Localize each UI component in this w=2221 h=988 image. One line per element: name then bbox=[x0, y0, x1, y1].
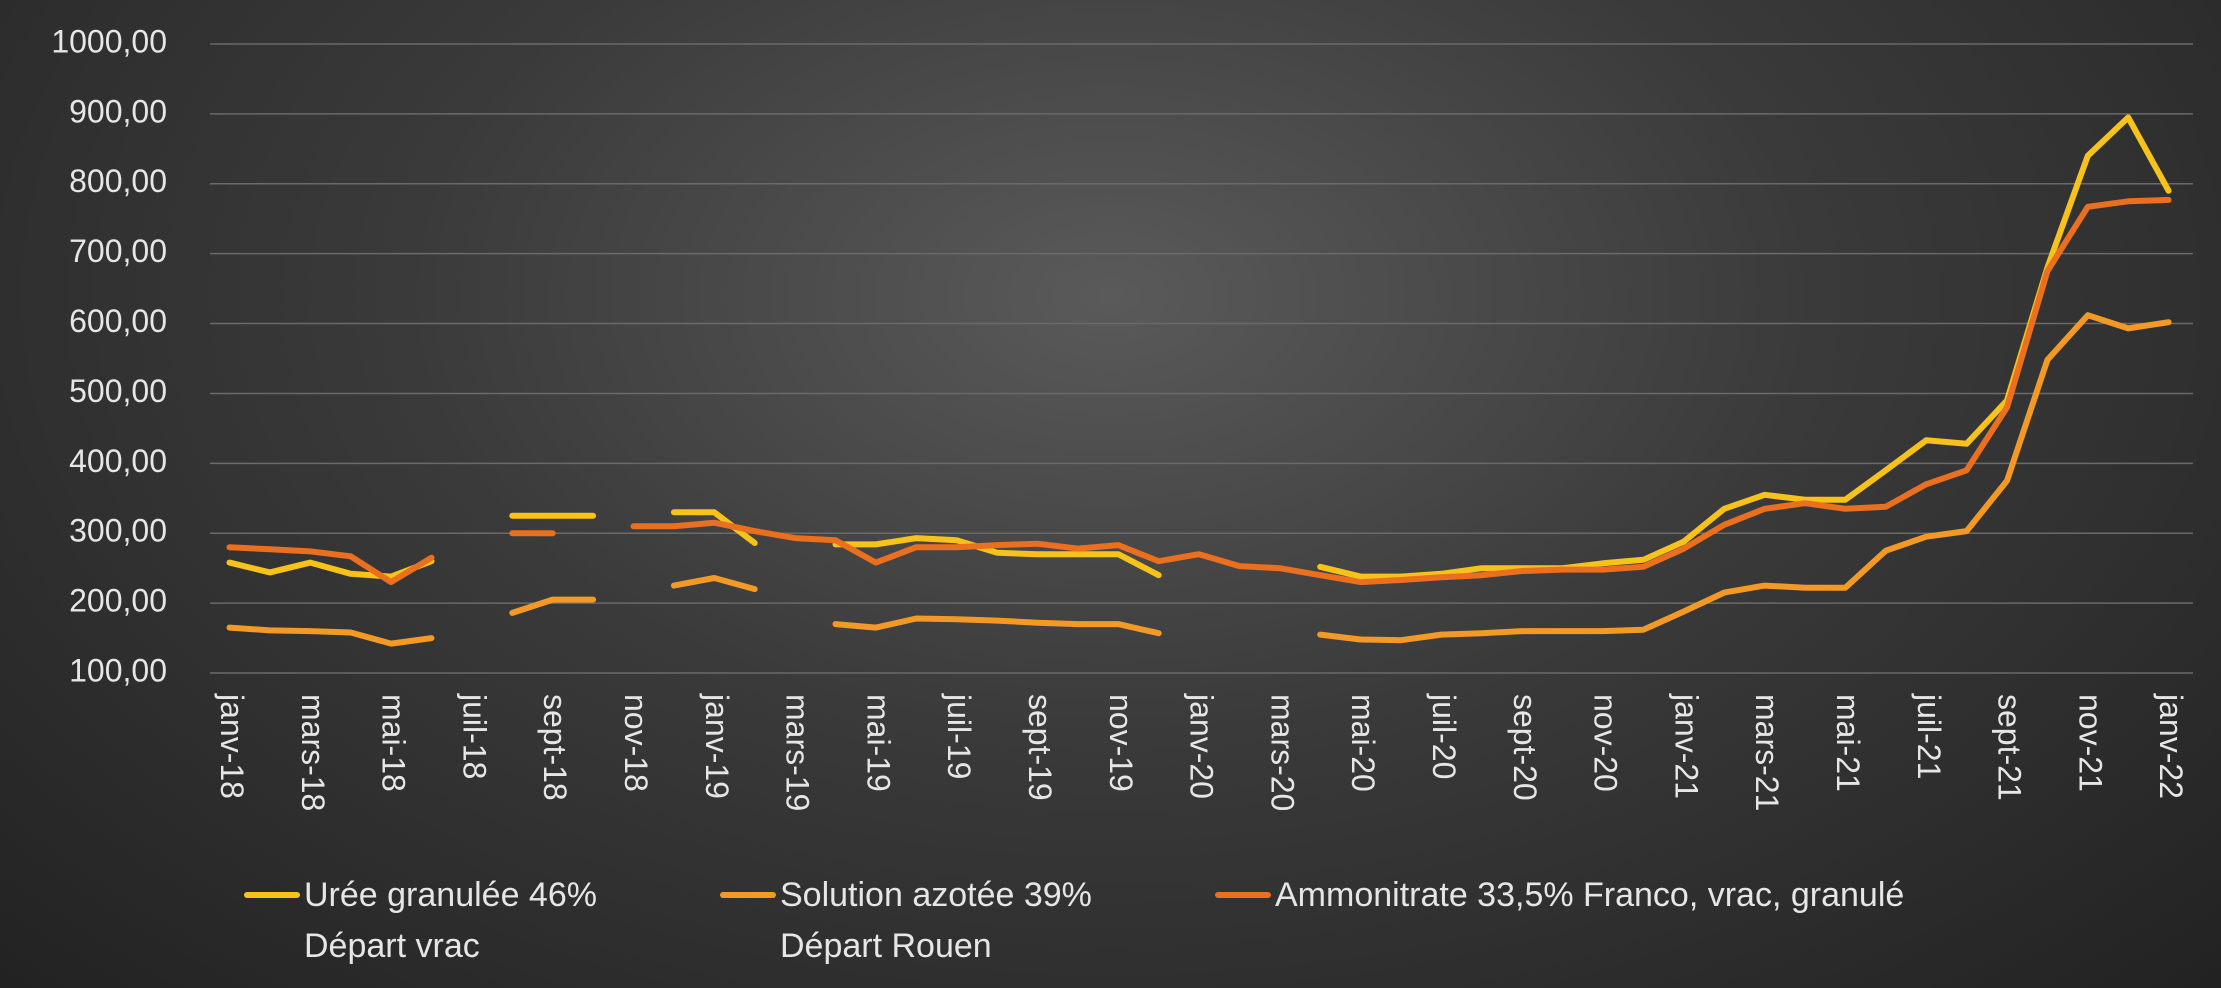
legend-swatch bbox=[244, 892, 300, 898]
y-tick-label: 500,00 bbox=[69, 373, 167, 409]
y-tick-label: 700,00 bbox=[69, 233, 167, 269]
legend: Urée granulée 46% Départ vrac Solution az… bbox=[0, 870, 2221, 980]
legend-swatch bbox=[720, 892, 776, 898]
x-tick-label: juil-21 bbox=[1911, 693, 1947, 779]
x-tick-label: nov-18 bbox=[618, 694, 654, 792]
x-tick-label: mai-19 bbox=[860, 694, 896, 792]
series-line bbox=[226, 114, 2172, 580]
x-tick-label: mars-19 bbox=[780, 694, 816, 811]
x-tick-label: nov-21 bbox=[2072, 694, 2108, 792]
legend-label: Solution azotée 39% Départ Rouen bbox=[780, 876, 1092, 965]
y-tick-label: 300,00 bbox=[69, 513, 167, 549]
x-tick-label: janv-19 bbox=[699, 693, 735, 799]
x-tick-label: mai-20 bbox=[1345, 694, 1381, 792]
x-tick-label: sept-21 bbox=[1992, 694, 2028, 801]
x-tick-label: sept-20 bbox=[1507, 694, 1543, 801]
x-tick-label: nov-20 bbox=[1588, 694, 1624, 792]
series-line bbox=[226, 196, 2172, 586]
legend-entry: Ammonitrate 33,5% Franco, vrac, granulé bbox=[1215, 870, 1904, 921]
legend-entry: Solution azotée 39% Départ Rouen bbox=[720, 870, 1150, 972]
x-tick-label: juil-20 bbox=[1426, 693, 1462, 779]
x-tick-label: mars-18 bbox=[295, 694, 331, 811]
x-tick-label: mars-20 bbox=[1264, 694, 1300, 811]
x-tick-label: sept-19 bbox=[1022, 694, 1058, 801]
y-tick-label: 900,00 bbox=[69, 93, 167, 129]
x-tick-label: mai-21 bbox=[1830, 694, 1866, 792]
legend-swatch bbox=[1215, 892, 1271, 898]
y-tick-label: 400,00 bbox=[69, 443, 167, 479]
x-tick-label: juil-19 bbox=[941, 693, 977, 779]
legend-label: Ammonitrate 33,5% Franco, vrac, granulé bbox=[1275, 876, 1905, 914]
x-tick-label: janv-20 bbox=[1184, 693, 1220, 799]
x-tick-label: juil-18 bbox=[456, 693, 492, 779]
x-tick-label: mars-21 bbox=[1749, 694, 1785, 811]
series-line bbox=[226, 312, 2172, 647]
x-tick-label: sept-18 bbox=[537, 694, 573, 801]
y-tick-label: 600,00 bbox=[69, 303, 167, 339]
x-tick-label: janv-21 bbox=[1668, 693, 1704, 799]
y-tick-label: 800,00 bbox=[69, 163, 167, 199]
x-tick-label: janv-22 bbox=[2153, 693, 2189, 799]
x-tick-label: mai-18 bbox=[376, 694, 412, 792]
y-tick-label: 200,00 bbox=[69, 583, 167, 619]
legend-label: Urée granulée 46% Départ vrac bbox=[304, 876, 597, 965]
y-tick-label: 100,00 bbox=[69, 652, 167, 688]
legend-entry: Urée granulée 46% Départ vrac bbox=[244, 870, 674, 972]
x-tick-label: janv-18 bbox=[214, 693, 250, 799]
y-tick-label: 1000,00 bbox=[51, 23, 167, 59]
x-tick-label: nov-19 bbox=[1103, 694, 1139, 792]
